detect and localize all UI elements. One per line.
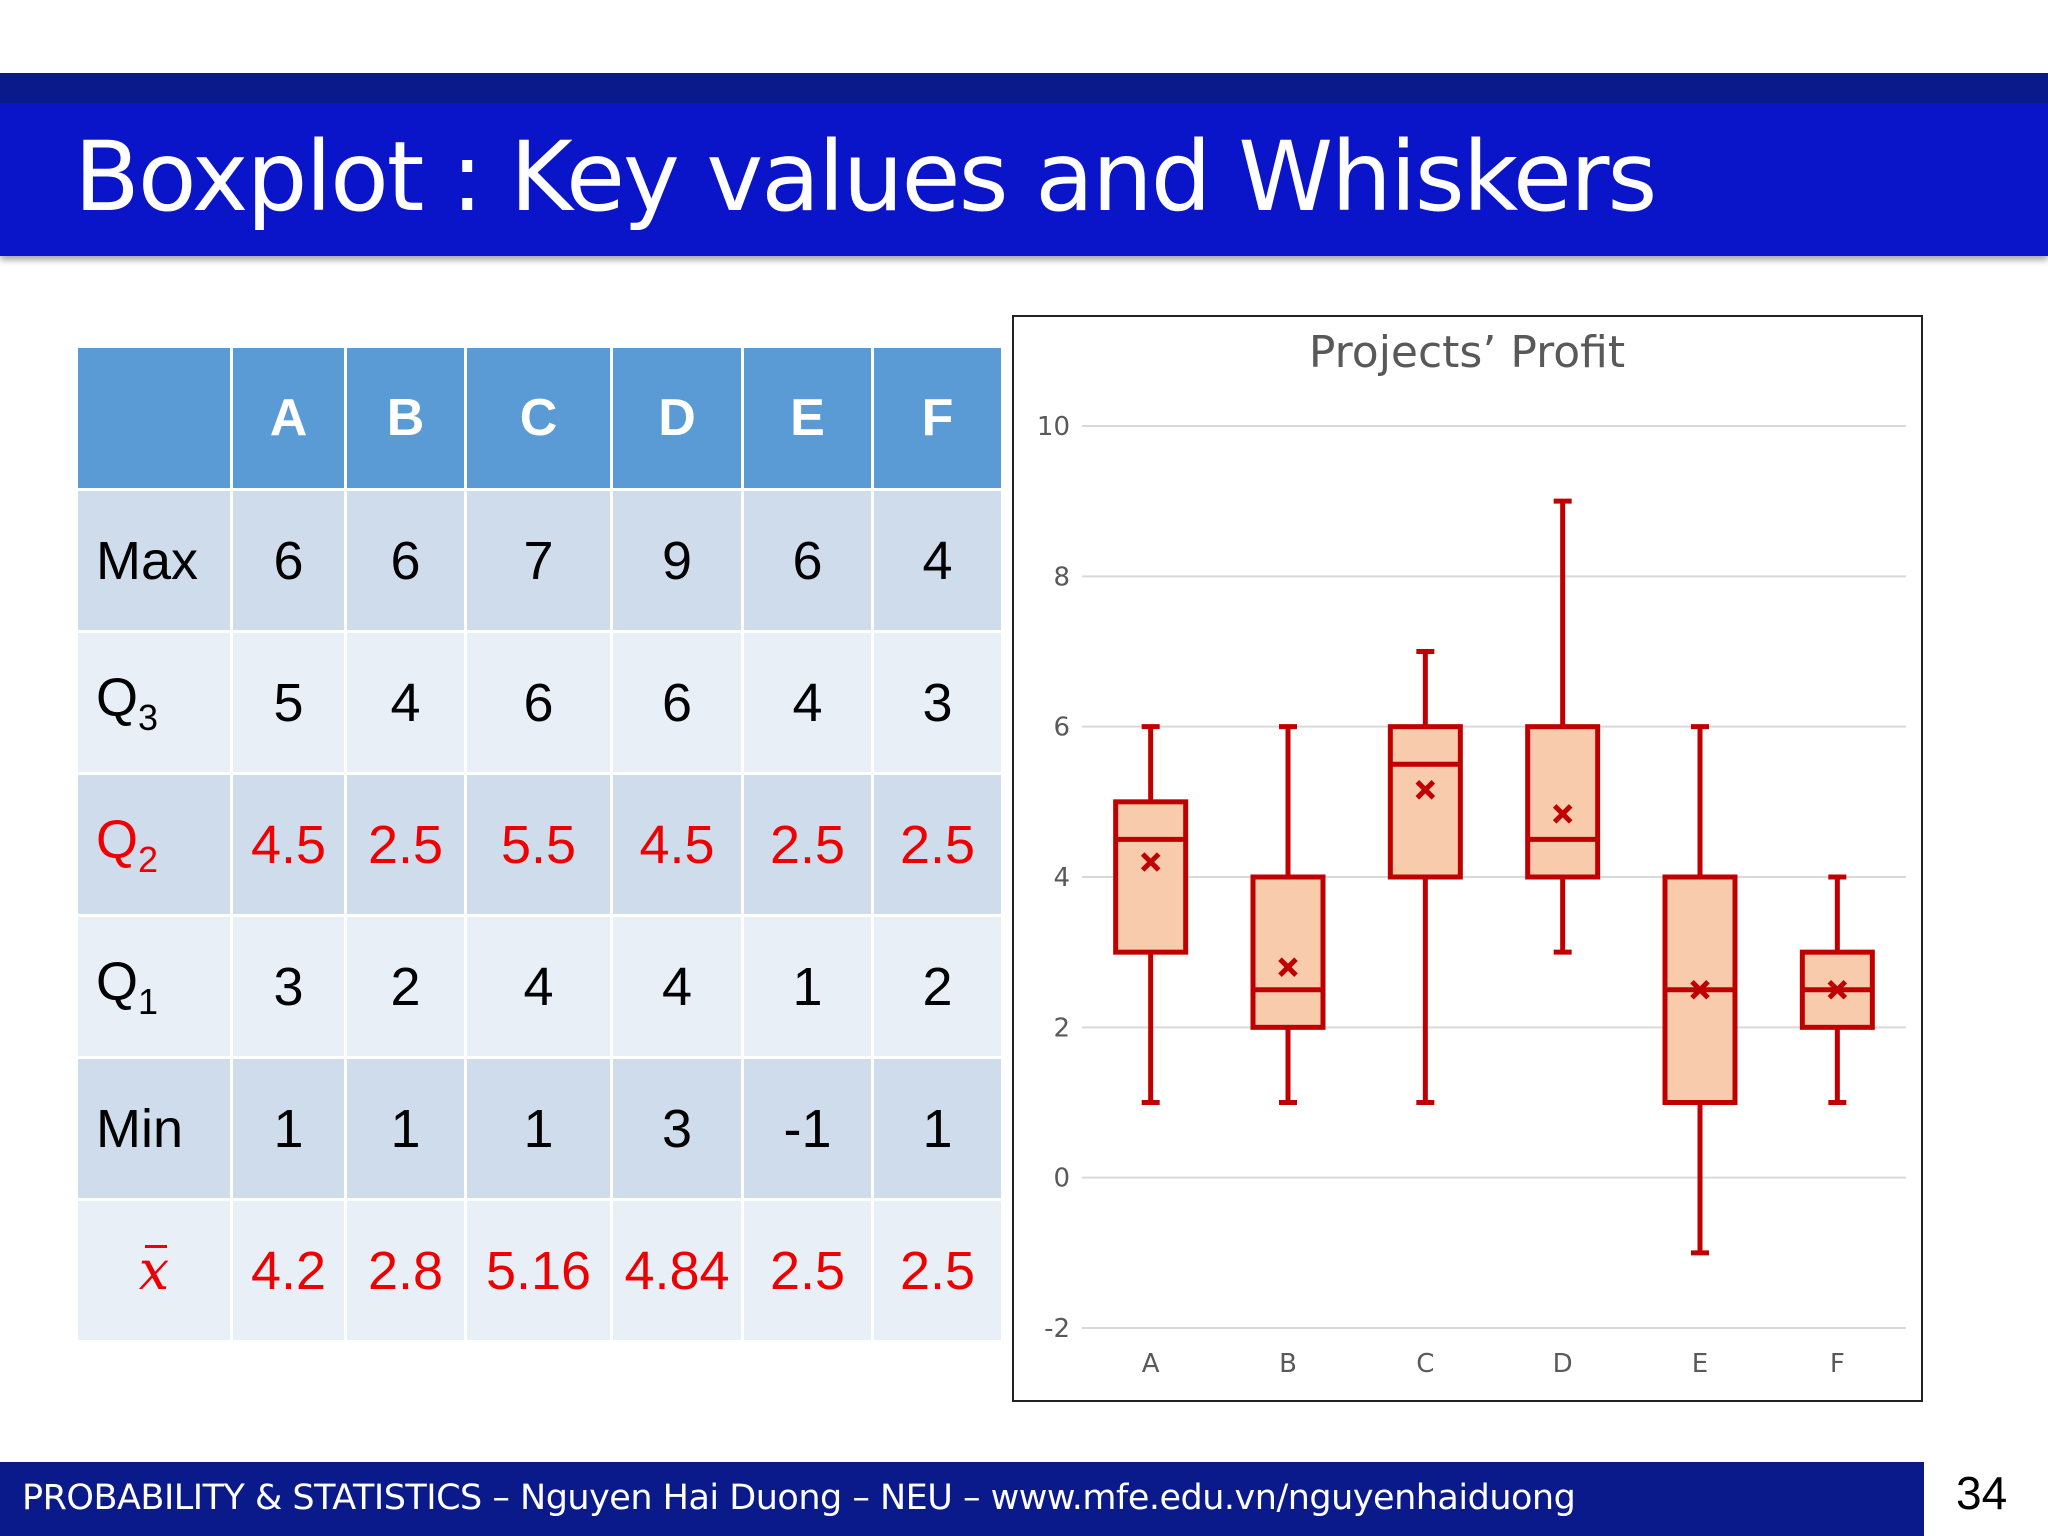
table-cell: 1 — [344, 1056, 467, 1201]
mean-marker — [1140, 852, 1161, 872]
table-header-cell: A — [230, 345, 347, 491]
table-cell: 6 — [464, 630, 613, 775]
iqr-box — [1250, 874, 1326, 1030]
x-tick-label: E — [1692, 1349, 1708, 1379]
table-cell: 6 — [610, 630, 744, 775]
box-B: B — [1250, 724, 1326, 1379]
table-row-min: Min 1 1 1 3 -1 1 — [75, 1056, 1004, 1201]
table-cell: 1 — [230, 1056, 347, 1201]
table-cell: 6 — [230, 488, 347, 633]
table-header-cell: D — [610, 345, 744, 491]
table-cell: 2.5 — [741, 772, 874, 917]
table-cell: 4 — [871, 488, 1004, 633]
table-cell: 5.16 — [464, 1198, 613, 1343]
page-number: 34 — [1956, 1467, 2008, 1519]
table-cell: 3 — [871, 630, 1004, 775]
boxes: A B C D E F — [1113, 498, 1875, 1379]
top-stripe — [0, 73, 2048, 103]
table-cell: 3 — [610, 1056, 744, 1201]
x-tick-label: A — [1142, 1349, 1160, 1379]
table-cell: 3 — [230, 914, 347, 1059]
chart-title: Projects’ Profit — [1309, 327, 1625, 378]
table-cell: 2.5 — [741, 1198, 874, 1343]
row-label: Q2 — [75, 772, 233, 917]
table-cell: 4.2 — [230, 1198, 347, 1343]
iqr-box — [1525, 724, 1601, 880]
footer-text: PROBABILITY & STATISTICS – Nguyen Hai Du… — [22, 1478, 1576, 1518]
row-label-mean: x — [75, 1198, 233, 1343]
table-row-mean: x 4.2 2.8 5.16 4.84 2.5 2.5 — [75, 1198, 1004, 1343]
table-cell: 1 — [871, 1056, 1004, 1201]
table-header-cell: E — [741, 345, 874, 491]
table-cell: 9 — [610, 488, 744, 633]
mean-marker — [1415, 780, 1436, 800]
table-row-max: Max 6 6 7 9 6 4 — [75, 488, 1004, 633]
y-tick-label: 6 — [1053, 713, 1070, 743]
table-cell: 2 — [344, 914, 467, 1059]
footer-bar — [0, 1462, 1924, 1536]
y-tick-label: 4 — [1053, 863, 1070, 893]
table-cell: 2.5 — [871, 772, 1004, 917]
table-cell: 4 — [610, 914, 744, 1059]
table-row-q2: Q2 4.5 2.5 5.5 4.5 2.5 2.5 — [75, 772, 1004, 917]
table-header-cell: B — [344, 345, 467, 491]
y-tick-label: 10 — [1037, 412, 1070, 442]
box-C: C — [1387, 649, 1463, 1379]
table-cell: 1 — [741, 914, 874, 1059]
table-cell: -1 — [741, 1056, 874, 1201]
table-cell: 4 — [464, 914, 613, 1059]
y-tick-label: 2 — [1053, 1013, 1070, 1043]
table-cell: 6 — [344, 488, 467, 633]
box-D: D — [1525, 498, 1601, 1379]
row-label: Min — [75, 1056, 233, 1201]
iqr-box — [1113, 799, 1189, 955]
x-tick-label: B — [1279, 1349, 1297, 1379]
table-row-q1: Q1 3 2 4 4 1 2 — [75, 914, 1004, 1059]
table-row-q3: Q3 5 4 6 6 4 3 — [75, 630, 1004, 775]
boxplot-svg: Projects’ Profit -2 0 2 4 6 8 10 A B C D E F — [1037, 327, 1906, 1379]
table-cell: 7 — [464, 488, 613, 633]
y-tick-label: -2 — [1044, 1314, 1070, 1344]
title-bar — [0, 103, 2048, 256]
x-tick-label: C — [1416, 1349, 1434, 1379]
table-cell: 5 — [230, 630, 347, 775]
mean-marker — [1827, 979, 1848, 1000]
box-F: F — [1799, 874, 1875, 1379]
table-cell: 4 — [741, 630, 874, 775]
box-E: E — [1662, 724, 1738, 1379]
iqr-box — [1387, 724, 1463, 880]
table-cell: 2.5 — [344, 772, 467, 917]
table-cell: 1 — [464, 1056, 613, 1201]
table-cell: 2 — [871, 914, 1004, 1059]
x-tick-label: D — [1553, 1349, 1573, 1379]
table-header-cell: C — [464, 345, 613, 491]
table-cell: 2.8 — [344, 1198, 467, 1343]
table-cell: 5.5 — [464, 772, 613, 917]
key-values-table: A B C D E F Max 6 6 7 9 6 4 Q3 5 4 6 6 4… — [75, 345, 1004, 1343]
mean-marker — [1552, 804, 1573, 824]
row-label: Max — [75, 488, 233, 633]
table-cell: 4.5 — [230, 772, 347, 917]
boxplot-chart: Projects’ Profit -2 0 2 4 6 8 10 A B C D E F — [1012, 315, 1923, 1402]
y-tick-label: 0 — [1053, 1164, 1070, 1194]
table-cell: 4 — [344, 630, 467, 775]
table-cell: 4.84 — [610, 1198, 744, 1343]
table-cell: 2.5 — [871, 1198, 1004, 1343]
table-corner-cell — [75, 345, 233, 491]
y-tick-label: 8 — [1053, 562, 1070, 592]
mean-marker — [1690, 979, 1710, 1000]
box-A: A — [1113, 724, 1189, 1379]
table-cell: 6 — [741, 488, 874, 633]
row-label: Q1 — [75, 914, 233, 1059]
table-header-row: A B C D E F — [75, 345, 1004, 491]
slide-title: Boxplot : Key values and Whiskers — [74, 121, 1657, 233]
table-cell: 4.5 — [610, 772, 744, 917]
x-tick-label: F — [1830, 1349, 1845, 1379]
table-header-cell: F — [871, 345, 1004, 491]
row-label: Q3 — [75, 630, 233, 775]
gridlines: -2 0 2 4 6 8 10 — [1037, 412, 1906, 1344]
mean-marker — [1278, 957, 1298, 977]
